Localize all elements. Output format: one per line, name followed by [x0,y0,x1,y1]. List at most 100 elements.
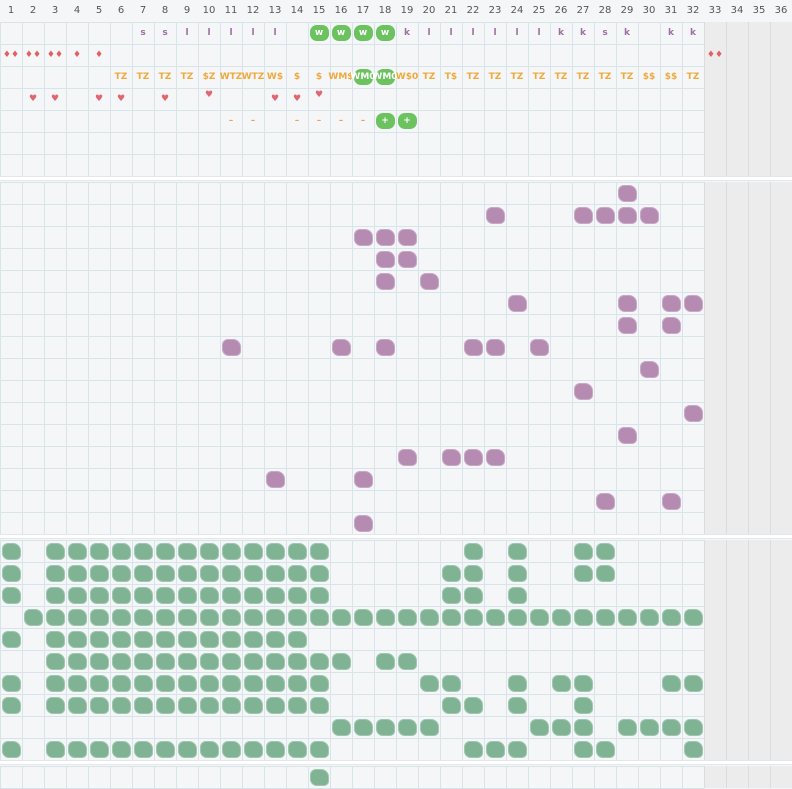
green-note-block-cell[interactable] [286,738,308,760]
green-note-block-cell[interactable] [176,540,198,562]
green-note-block[interactable] [177,630,197,648]
green-note-block[interactable] [89,630,109,648]
letter-note[interactable]: l [418,22,440,44]
purple-note-block-cell[interactable] [682,292,704,314]
column-header-24[interactable]: 24 [510,5,524,16]
green-note-block[interactable] [441,564,461,582]
letter-note[interactable]: l [462,22,484,44]
green-note-block[interactable] [309,740,329,758]
green-note-block-cell[interactable] [176,650,198,672]
green-note-block-cell[interactable] [132,562,154,584]
green-note-block-cell[interactable] [88,738,110,760]
green-note-block[interactable] [265,542,285,560]
purple-note-block-cell[interactable] [638,358,660,380]
purple-note-block-cell[interactable] [330,336,352,358]
green-note-block[interactable] [111,586,131,604]
green-note-block[interactable] [155,740,175,758]
green-note-block[interactable] [507,696,527,714]
green-note-block[interactable] [287,564,307,582]
green-note-block-cell[interactable] [264,562,286,584]
green-note-block[interactable] [507,564,527,582]
purple-note-block-cell[interactable] [396,248,418,270]
green-note-block[interactable] [67,674,87,692]
green-note-block-cell[interactable] [264,738,286,760]
column-header-6[interactable]: 6 [117,5,125,16]
green-note-block-cell[interactable] [220,628,242,650]
green-note-block[interactable] [133,696,153,714]
green-note-block[interactable] [67,740,87,758]
green-note-block-cell[interactable] [154,562,176,584]
letter-note[interactable]: k [616,22,638,44]
green-note-block[interactable] [177,586,197,604]
green-note-block-cell[interactable] [176,606,198,628]
green-note-block[interactable] [155,674,175,692]
column-header-36[interactable]: 36 [774,5,788,16]
green-note-block[interactable] [463,564,483,582]
green-note-block[interactable] [199,542,219,560]
green-note-block[interactable] [89,542,109,560]
green-note-block[interactable] [463,608,483,626]
heart-note[interactable]: ♥ [44,88,66,110]
column-header-33[interactable]: 33 [708,5,722,16]
green-note-block[interactable] [111,674,131,692]
dash-note[interactable]: + [396,110,418,132]
green-note-block-cell[interactable] [506,540,528,562]
green-note-block-cell[interactable] [308,694,330,716]
green-note-block[interactable] [45,630,65,648]
green-note-block-cell[interactable] [132,694,154,716]
green-note-block-cell[interactable] [396,650,418,672]
purple-note-block-cell[interactable] [638,204,660,226]
green-note-block[interactable] [507,674,527,692]
green-note-block-cell[interactable] [242,672,264,694]
green-note-block[interactable] [199,652,219,670]
green-note-block[interactable] [243,652,263,670]
green-note-block[interactable] [331,652,351,670]
green-note-block-cell[interactable] [528,606,550,628]
column-header-13[interactable]: 13 [268,5,282,16]
purple-note-block[interactable] [397,228,417,246]
green-note-block[interactable] [397,608,417,626]
green-note-block-cell[interactable] [0,628,22,650]
green-note-block-cell[interactable] [616,716,638,738]
green-note-block-cell[interactable] [594,606,616,628]
green-note-block[interactable] [287,674,307,692]
green-note-block-cell[interactable] [154,540,176,562]
green-note-block[interactable] [199,740,219,758]
dash-note[interactable]: – [330,110,352,132]
green-note-block[interactable] [287,696,307,714]
green-note-block[interactable] [67,696,87,714]
purple-note-block-cell[interactable] [462,336,484,358]
green-note-block-cell[interactable] [154,606,176,628]
tz-note[interactable]: $ [286,66,308,88]
green-note-block[interactable] [419,718,439,736]
green-note-block-cell[interactable] [462,584,484,606]
column-header-19[interactable]: 19 [400,5,414,16]
green-note-block-cell[interactable] [286,540,308,562]
green-note-block-cell[interactable] [572,694,594,716]
green-note-block[interactable] [177,542,197,560]
letter-note[interactable]: l [506,22,528,44]
green-note-block[interactable] [221,652,241,670]
green-note-block-cell[interactable] [198,562,220,584]
green-note-block[interactable] [551,608,571,626]
purple-note-block-cell[interactable] [572,380,594,402]
column-header-12[interactable]: 12 [246,5,260,16]
green-note-block-cell[interactable] [88,672,110,694]
green-note-block-cell[interactable] [66,672,88,694]
green-note-block-cell[interactable] [286,606,308,628]
green-note-block-cell[interactable] [616,606,638,628]
green-note-block[interactable] [243,564,263,582]
green-note-block-cell[interactable] [66,738,88,760]
green-note-block-cell[interactable] [396,606,418,628]
green-note-block-cell[interactable] [462,738,484,760]
purple-note-block-cell[interactable] [616,204,638,226]
green-note-block-cell[interactable] [242,738,264,760]
green-note-block[interactable] [177,674,197,692]
column-header-9[interactable]: 9 [183,5,191,16]
green-note-block-cell[interactable] [462,694,484,716]
dash-note[interactable]: + [374,110,396,132]
letter-note[interactable]: l [264,22,286,44]
green-note-block-cell[interactable] [0,738,22,760]
green-note-block-cell[interactable] [44,738,66,760]
green-note-block[interactable] [265,696,285,714]
